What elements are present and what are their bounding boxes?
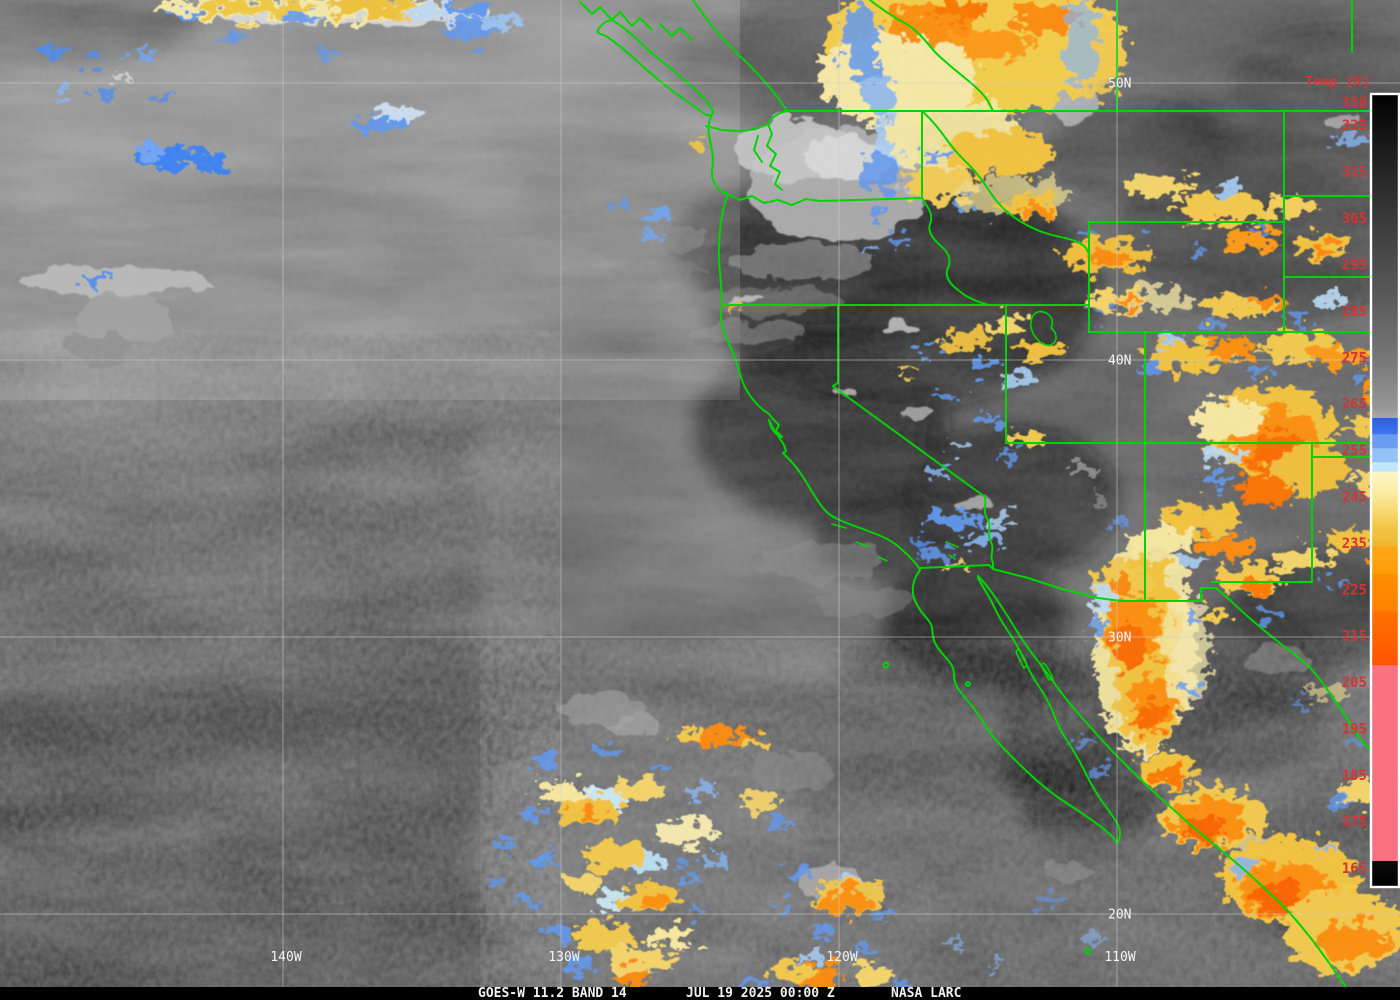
grid-label-lat: 20N (1108, 908, 1131, 923)
grid-label-lon: 130W (548, 950, 579, 965)
colorbar-tick: 235 (1342, 536, 1367, 552)
colorbar-tick: 205 (1342, 675, 1367, 691)
grid-label-lon: 140W (270, 950, 301, 965)
colorbar-tick: 305 (1342, 211, 1367, 227)
island-socorro (1084, 947, 1092, 955)
colorbar-tick: 215 (1342, 629, 1367, 645)
border-nm-tx (1211, 442, 1313, 583)
grid-label-lon: 110W (1104, 950, 1135, 965)
colorbar-tick: 285 (1342, 304, 1367, 320)
colorbar-tick: 330 (1342, 95, 1367, 111)
coast-california (719, 304, 921, 571)
colorbar-tick: 185 (1342, 768, 1367, 784)
border-us-mexico (919, 564, 1217, 602)
border-or-id (921, 197, 989, 306)
colorbar-tick: 225 (1342, 582, 1367, 598)
island-guadalupe (882, 661, 890, 669)
river-rio-grande (1215, 587, 1399, 773)
product-datetime: JUL 19 2025 00:00 Z (686, 986, 835, 1000)
grid-label-lon: 120W (826, 950, 857, 965)
colorbar-gradient-bar (1369, 92, 1400, 889)
colorbar-title: Temp [K] (1305, 74, 1370, 90)
border-ca-nv (832, 304, 994, 570)
product-name: GOES-W 11.2 BAND 14 (478, 986, 627, 1000)
border-wa-or (727, 193, 923, 206)
coast-bc-mainland (692, 0, 788, 112)
colorbar-tick: 275 (1342, 350, 1367, 366)
colorbar-tick: 245 (1342, 490, 1367, 506)
border-id-mt (921, 110, 1090, 255)
coast-washington (707, 111, 729, 195)
grid-label-lat: 30N (1108, 631, 1131, 646)
colorbar-tick: 195 (1342, 722, 1367, 738)
colorbar-tick: 295 (1342, 257, 1367, 273)
island-gulf-small (965, 681, 971, 687)
colorbar-tick: 175 (1342, 814, 1367, 830)
coast-vancouver-island (596, 19, 715, 117)
grid-label-lat: 40N (1108, 354, 1131, 369)
coast-bc-inlets-2 (659, 23, 693, 41)
colorbar-tick: 165 (1342, 861, 1367, 877)
coast-baja-east (977, 575, 1121, 844)
outline-great-salt-lake (1030, 310, 1057, 346)
colorbar-tick-labels: 330 325 315 305 295 285 275 265 255 245 235 225 215 2… (1342, 95, 1367, 877)
coast-baja-west (911, 569, 1118, 844)
product-info-bar: GOES-W 11.2 BAND 14 JUL 19 2025 00:00 Z … (0, 987, 1400, 1000)
colorbar-tick: 265 (1342, 397, 1367, 413)
border-bc-ab (869, 0, 994, 112)
political-borders (579, 0, 1400, 988)
coast-oregon (717, 193, 729, 306)
coast-bc-inlets (579, 1, 653, 31)
grid-label-lat: 50N (1108, 77, 1131, 92)
colorbar-tick: 315 (1342, 165, 1367, 181)
colorbar-tick: 255 (1342, 443, 1367, 459)
product-credit: NASA LARC (891, 986, 962, 1000)
colorbar-tick: 325 (1342, 118, 1367, 134)
islands-gulf-of-california (1015, 648, 1054, 681)
coast-puget-sound (705, 110, 788, 191)
temperature-colorbar: Temp [K] 330 325 315 305 295 285 275 265 255 245 2… (1305, 74, 1400, 889)
